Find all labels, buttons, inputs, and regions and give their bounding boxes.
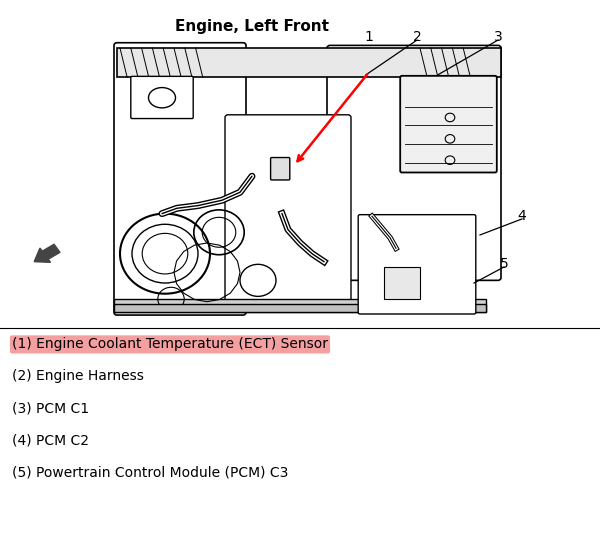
Bar: [114, 304, 486, 312]
Ellipse shape: [149, 88, 176, 108]
Text: (4) PCM C2: (4) PCM C2: [12, 434, 89, 447]
Text: 5: 5: [500, 257, 508, 271]
FancyBboxPatch shape: [271, 158, 290, 180]
FancyBboxPatch shape: [400, 76, 497, 172]
Text: (2) Engine Harness: (2) Engine Harness: [12, 370, 144, 383]
Text: (3) PCM C1: (3) PCM C1: [12, 402, 89, 415]
FancyBboxPatch shape: [225, 115, 351, 307]
FancyArrow shape: [34, 244, 60, 262]
FancyBboxPatch shape: [114, 43, 246, 315]
Text: (5) Powertrain Control Module (PCM) C3: (5) Powertrain Control Module (PCM) C3: [12, 466, 289, 480]
Text: 1: 1: [365, 30, 373, 44]
Text: (1) Engine Coolant Temperature (ECT) Sensor: (1) Engine Coolant Temperature (ECT) Sen…: [12, 337, 328, 351]
FancyBboxPatch shape: [327, 45, 501, 280]
Bar: [117, 48, 501, 77]
FancyBboxPatch shape: [358, 215, 476, 314]
Text: 2: 2: [413, 30, 421, 44]
FancyBboxPatch shape: [131, 76, 193, 119]
Text: 4: 4: [518, 209, 526, 223]
Text: Engine, Left Front: Engine, Left Front: [175, 19, 329, 34]
Bar: [114, 299, 486, 312]
Bar: [384, 267, 420, 299]
Text: 3: 3: [494, 30, 502, 44]
